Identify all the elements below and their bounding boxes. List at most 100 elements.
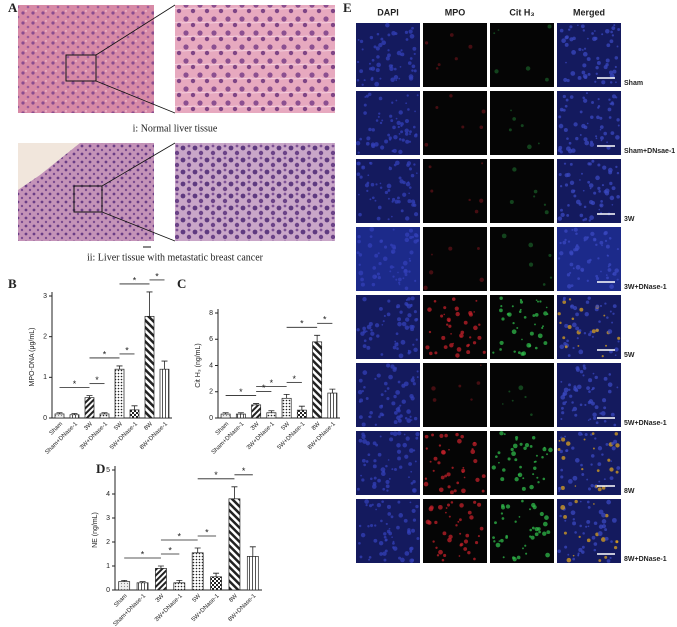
x-tick-label: 8W: [143, 421, 154, 432]
cell-signal: [579, 213, 584, 218]
cell-signal: [609, 181, 613, 186]
bar: [84, 397, 95, 419]
cell-signal: [398, 556, 402, 560]
cell-signal: [401, 399, 406, 404]
cell-signal: [529, 528, 532, 532]
cell-signal: [529, 484, 534, 490]
cell-signal: [384, 139, 389, 144]
cell-signal: [605, 274, 608, 277]
error-bar: [121, 580, 128, 582]
cell-signal: [412, 382, 416, 386]
cell-signal: [577, 553, 580, 556]
cell-signal: [572, 557, 576, 561]
cell-signal: [469, 515, 474, 520]
cell-signal: [617, 336, 621, 340]
cell-signal: [463, 476, 466, 479]
cell-signal: [532, 314, 536, 318]
cell-signal: [615, 135, 620, 140]
cell-signal: [405, 38, 409, 41]
cell-signal: [399, 310, 403, 314]
cell-signal: [597, 462, 602, 467]
cell-signal: [437, 461, 441, 465]
cell-signal: [404, 454, 409, 459]
cell-signal: [437, 63, 441, 67]
cell-signal: [508, 390, 511, 393]
cell-signal: [407, 528, 411, 532]
cell-signal: [412, 343, 415, 346]
cell-signal: [413, 163, 416, 166]
histology-zoom: [175, 143, 335, 241]
cell-signal: [511, 329, 517, 335]
cell-signal: [380, 519, 383, 523]
cell-signal: [599, 240, 604, 245]
cell-signal: [473, 458, 478, 464]
cell-signal: [404, 237, 410, 243]
cell-signal: [564, 519, 567, 522]
cell-signal: [465, 533, 470, 538]
cell-signal: [380, 404, 384, 407]
cell-signal: [610, 30, 613, 34]
cell-signal: [398, 353, 404, 359]
cell-signal: [584, 217, 588, 221]
cell-signal: [384, 390, 387, 393]
y-axis-label: Cit H₃ (ng/mL): [195, 343, 202, 387]
cell-signal: [586, 57, 591, 62]
cell-signal: [463, 320, 468, 325]
significance-label: *: [242, 466, 246, 476]
cell-signal: [560, 212, 565, 217]
cell-signal: [362, 330, 367, 334]
cell-signal: [603, 478, 606, 481]
cell-signal: [393, 67, 397, 71]
cell-signal: [368, 62, 371, 65]
cell-signal: [607, 268, 612, 272]
cell-signal: [473, 500, 477, 504]
cell-signal: [581, 467, 584, 471]
cell-signal: [424, 142, 429, 147]
cell-signal: [404, 286, 409, 291]
cell-signal: [388, 477, 391, 480]
cell-signal: [603, 314, 606, 317]
cell-signal: [570, 71, 576, 76]
cell-signal: [374, 323, 380, 328]
cell-signal: [460, 330, 465, 335]
cell-signal: [563, 128, 568, 133]
cell-signal: [395, 99, 398, 102]
cell-signal: [605, 442, 609, 446]
y-tick-label: 8: [209, 310, 213, 317]
cell-signal: [574, 413, 578, 417]
cell-signal: [548, 253, 552, 257]
cell-signal: [387, 133, 391, 137]
cell-signal: [410, 482, 414, 485]
cell-signal: [613, 439, 618, 444]
cell-signal: [577, 431, 583, 436]
cell-signal: [401, 266, 404, 269]
cell-signal: [601, 512, 606, 518]
cell-signal: [501, 403, 504, 405]
cell-signal: [520, 124, 524, 128]
cell-signal: [397, 321, 402, 327]
cell-signal: [573, 305, 578, 311]
cell-signal: [468, 198, 471, 202]
cell-signal: [405, 436, 410, 441]
cell-signal: [404, 416, 408, 420]
cell-signal: [612, 304, 617, 309]
cell-signal: [386, 363, 391, 368]
histology-region: [18, 143, 80, 190]
cell-signal: [358, 438, 363, 443]
cell-signal: [449, 94, 453, 98]
cell-signal: [604, 513, 609, 518]
cell-signal: [542, 283, 546, 286]
cell-signal: [450, 333, 452, 335]
cell-signal: [601, 486, 606, 490]
cell-signal: [387, 459, 390, 461]
cell-signal: [499, 308, 503, 313]
cell-signal: [425, 447, 428, 450]
cell-signal: [404, 273, 408, 277]
cell-signal: [394, 199, 399, 204]
cell-signal: [460, 434, 464, 439]
cell-signal: [481, 489, 485, 493]
cell-signal: [429, 351, 433, 356]
cell-signal: [596, 56, 600, 60]
cell-signal: [562, 401, 566, 406]
cell-signal: [370, 182, 375, 187]
